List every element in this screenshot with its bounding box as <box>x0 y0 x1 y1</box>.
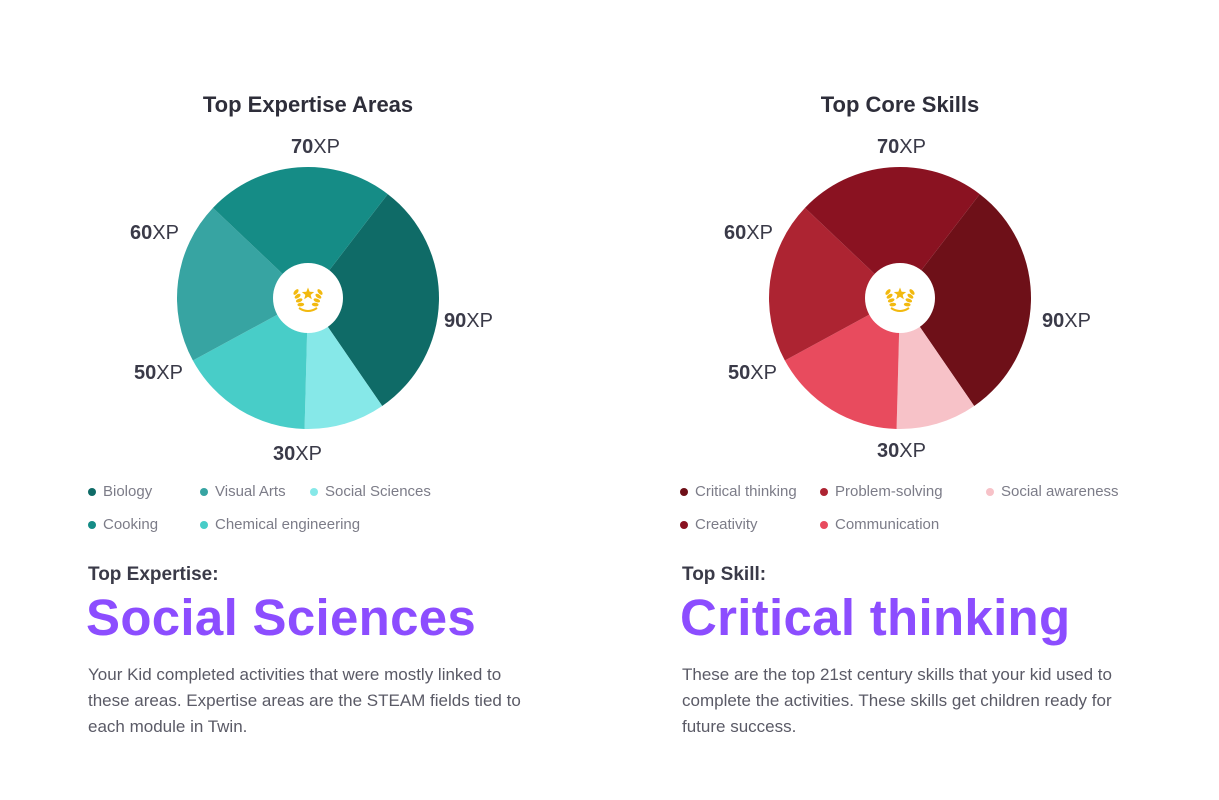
xp-label-social-sciences: 30XP <box>273 443 322 466</box>
xp-value: 30 <box>273 443 296 465</box>
pie-slice-cooking <box>212 167 388 298</box>
xp-unit: XP <box>152 222 179 244</box>
pie-center-hole <box>273 263 343 333</box>
xp-label-biology: 90XP <box>444 310 493 333</box>
pie-center-hole <box>865 263 935 333</box>
xp-value: 50 <box>134 362 157 384</box>
legend-item-problem-solving: Problem-solving <box>820 483 943 500</box>
pie-slice-problem-solving <box>769 207 900 361</box>
xp-unit: XP <box>750 362 777 384</box>
expertise-legend: Biology Visual Arts Social Sciences Cooking… <box>88 480 558 550</box>
xp-unit: XP <box>899 136 926 158</box>
legend-dot <box>310 487 318 496</box>
xp-value: 70 <box>291 136 314 158</box>
legend-item-biology: Biology <box>88 483 152 500</box>
skills-pie-chart <box>769 166 1031 429</box>
pie-slice-creativity <box>804 166 980 298</box>
legend-label: Cooking <box>103 516 159 533</box>
xp-label-cooking: 70XP <box>291 136 340 159</box>
xp-unit: XP <box>156 362 183 384</box>
legend-label: Critical thinking <box>695 483 797 500</box>
xp-unit: XP <box>1064 310 1091 332</box>
xp-value: 60 <box>724 222 747 244</box>
legend-label: Social awareness <box>1001 483 1119 500</box>
legend-label: Communication <box>835 516 940 533</box>
pie-slice-critical-thinking <box>900 194 1031 406</box>
pie-slice-biology <box>308 194 439 406</box>
legend-item-social-sciences: Social Sciences <box>310 483 431 500</box>
xp-label-critical-thinking: 90XP <box>1042 310 1091 333</box>
xp-label-social-awareness: 30XP <box>877 440 926 463</box>
xp-unit: XP <box>313 136 340 158</box>
xp-label-visual-arts: 60XP <box>130 222 179 245</box>
legend-label: Social Sciences <box>325 483 431 500</box>
legend-dot <box>200 487 208 496</box>
xp-label-communication: 50XP <box>728 362 777 385</box>
pie-slice-visual-arts <box>176 207 308 361</box>
pie-slice-social-awareness <box>896 298 975 429</box>
skills-legend: Critical thinking Problem-solving Social a… <box>680 480 1150 550</box>
legend-dot <box>680 520 688 529</box>
legend-dot <box>88 520 96 529</box>
pie-slice-communication <box>784 298 900 429</box>
xp-unit: XP <box>899 440 926 462</box>
legend-item-visual-arts: Visual Arts <box>200 483 286 500</box>
legend-item-social-awareness: Social awareness <box>986 483 1119 500</box>
legend-dot <box>680 487 688 496</box>
top-skill-label: Top Skill: <box>682 564 767 585</box>
xp-unit: XP <box>746 222 773 244</box>
top-skill-value: Critical thinking <box>680 589 1071 646</box>
expertise-pie-chart <box>176 167 439 429</box>
top-expertise-label: Top Expertise: <box>88 564 219 585</box>
xp-label-chemical-engineering: 50XP <box>134 362 183 385</box>
xp-value: 50 <box>728 362 751 384</box>
pie-slice-chemical-engineering <box>192 298 308 429</box>
legend-dot <box>88 487 96 496</box>
legend-label: Creativity <box>695 516 758 533</box>
expertise-description: Your Kid completed activities that were … <box>88 665 521 736</box>
xp-unit: XP <box>295 443 322 465</box>
chart-title-expertise: Top Expertise Areas <box>202 92 414 117</box>
xp-unit: XP <box>466 310 493 332</box>
pie-slice-social-sciences <box>304 298 383 429</box>
legend-dot <box>820 520 828 529</box>
legend-label: Problem-solving <box>835 483 943 500</box>
legend-dot <box>200 520 208 529</box>
legend-item-chemical-engineering: Chemical engineering <box>200 516 360 533</box>
xp-value: 70 <box>877 136 900 158</box>
legend-label: Biology <box>103 483 153 500</box>
legend-item-communication: Communication <box>820 516 939 533</box>
xp-value: 90 <box>1042 310 1065 332</box>
xp-value: 30 <box>877 440 900 462</box>
xp-label-creativity: 70XP <box>877 136 926 159</box>
legend-label: Chemical engineering <box>215 516 361 533</box>
xp-value: 90 <box>444 310 467 332</box>
top-expertise-value: Social Sciences <box>86 589 477 646</box>
legend-item-creativity: Creativity <box>680 516 758 533</box>
legend-label: Visual Arts <box>215 483 286 500</box>
skills-description: These are the top 21st century skills th… <box>682 665 1112 736</box>
xp-label-problem-solving: 60XP <box>724 222 773 245</box>
chart-title-skills: Top Core Skills <box>820 92 980 117</box>
legend-dot <box>820 487 828 496</box>
legend-item-cooking: Cooking <box>88 516 158 533</box>
legend-item-critical-thinking: Critical thinking <box>680 483 797 500</box>
skills-panel: Top Core Skills 90XP 30XP 50XP 60XP 70XP Cri… <box>595 0 1155 800</box>
expertise-panel: Top Expertise Areas 90XP 30XP 50XP 60XP 70XP… <box>0 0 560 800</box>
xp-value: 60 <box>130 222 153 244</box>
legend-dot <box>986 487 994 496</box>
